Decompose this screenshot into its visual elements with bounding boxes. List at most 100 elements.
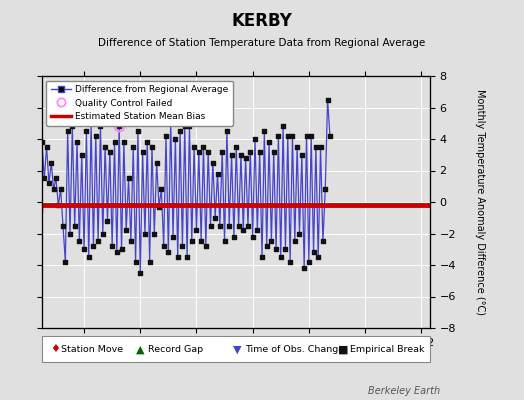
Point [45, 180, 53, 186]
Point [199, 144, 208, 150]
Point [152, 160, 161, 166]
Point [132, 259, 140, 265]
Point [169, 234, 177, 240]
Point [183, 254, 191, 260]
Point [171, 136, 180, 142]
Point [54, 202, 62, 208]
Point [40, 175, 48, 182]
Point [321, 186, 330, 193]
Point [269, 148, 278, 155]
Text: Record Gap: Record Gap [148, 345, 203, 354]
Point [274, 133, 282, 139]
Point [52, 175, 60, 182]
Point [141, 230, 149, 237]
Point [113, 249, 121, 256]
Point [68, 123, 77, 130]
Point [206, 222, 215, 229]
Point [234, 222, 243, 229]
Point [181, 123, 189, 130]
Point [211, 214, 220, 221]
Point [49, 186, 58, 193]
Point [192, 227, 201, 234]
Point [272, 246, 280, 252]
Point [111, 139, 119, 145]
Text: Empirical Break: Empirical Break [350, 345, 424, 354]
Text: ■: ■ [338, 344, 348, 354]
Text: Station Move: Station Move [61, 345, 124, 354]
Point [89, 243, 97, 249]
Point [124, 175, 133, 182]
Point [42, 144, 51, 150]
Point [277, 254, 285, 260]
Point [230, 234, 238, 240]
Point [38, 139, 46, 145]
Point [319, 238, 327, 244]
Point [314, 254, 322, 260]
Point [288, 133, 297, 139]
Point [190, 144, 198, 150]
Point [291, 238, 299, 244]
Point [242, 155, 250, 161]
Point [176, 128, 184, 134]
Point [173, 254, 182, 260]
Point [298, 152, 306, 158]
Legend: Difference from Regional Average, Quality Control Failed, Estimated Station Mean: Difference from Regional Average, Qualit… [47, 80, 233, 126]
Point [155, 204, 163, 210]
Point [148, 144, 156, 150]
Point [251, 136, 259, 142]
Point [309, 249, 318, 256]
Point [87, 120, 95, 126]
Text: Time of Obs. Change: Time of Obs. Change [245, 345, 344, 354]
Point [202, 243, 210, 249]
Point [122, 227, 130, 234]
Point [33, 222, 41, 229]
Point [204, 148, 212, 155]
Point [108, 243, 116, 249]
Point [281, 246, 290, 252]
Point [326, 133, 334, 139]
Point [127, 238, 135, 244]
Point [150, 230, 158, 237]
Point [84, 254, 93, 260]
Text: ♦: ♦ [50, 344, 60, 354]
Point [265, 139, 273, 145]
Point [283, 133, 292, 139]
Point [246, 148, 255, 155]
Point [134, 128, 142, 134]
Point [279, 123, 287, 130]
Point [286, 259, 294, 265]
Point [164, 249, 172, 256]
Text: Difference of Station Temperature Data from Regional Average: Difference of Station Temperature Data f… [99, 38, 425, 48]
Point [225, 222, 233, 229]
Point [263, 243, 271, 249]
Point [47, 160, 56, 166]
Point [115, 123, 123, 130]
Point [36, 207, 44, 213]
Point [293, 144, 301, 150]
Point [304, 259, 313, 265]
Point [143, 139, 151, 145]
Point [63, 128, 72, 134]
Point [101, 144, 110, 150]
Text: KERBY: KERBY [232, 12, 292, 30]
Point [209, 160, 217, 166]
Point [138, 148, 147, 155]
Point [99, 230, 107, 237]
Point [307, 133, 315, 139]
Point [188, 238, 196, 244]
Point [237, 152, 245, 158]
Point [96, 123, 105, 130]
Point [178, 243, 187, 249]
Point [194, 148, 203, 155]
Point [213, 170, 222, 177]
Point [232, 144, 241, 150]
Y-axis label: Monthly Temperature Anomaly Difference (°C): Monthly Temperature Anomaly Difference (… [475, 89, 485, 315]
Point [185, 123, 194, 130]
Point [106, 148, 114, 155]
Point [159, 243, 168, 249]
Point [136, 270, 145, 276]
Point [73, 139, 81, 145]
Point [223, 128, 231, 134]
Point [71, 222, 79, 229]
Point [119, 139, 128, 145]
